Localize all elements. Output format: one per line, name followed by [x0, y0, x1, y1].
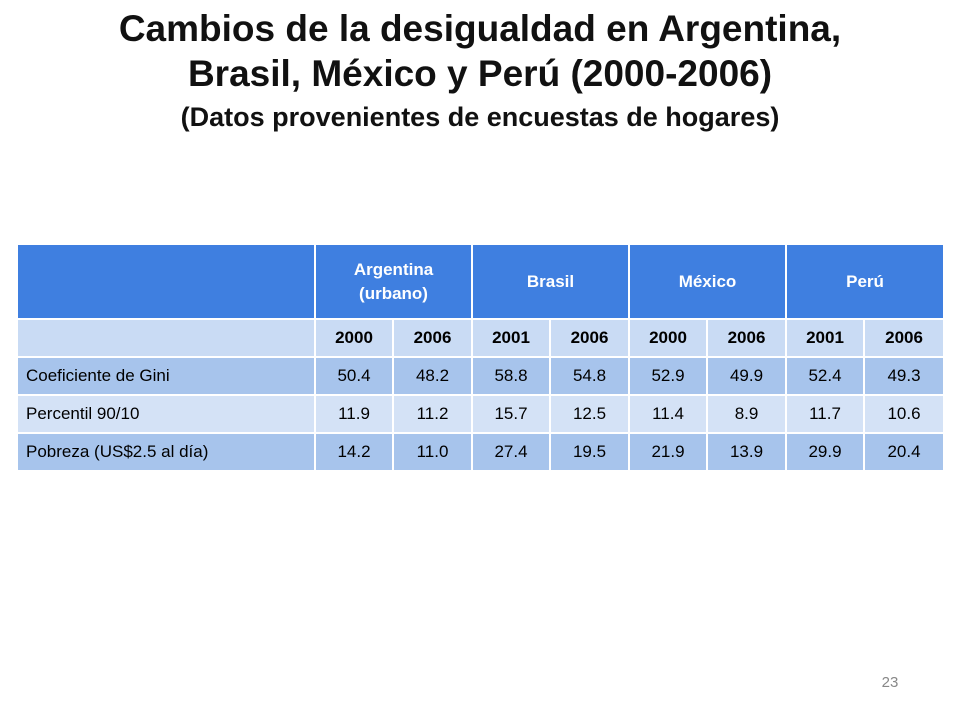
country-header-argentina: Argentina (urbano): [314, 243, 473, 320]
value-cell: 52.4: [785, 356, 866, 396]
header-corner: [16, 243, 316, 320]
country-header-row: Argentina (urbano) Brasil México Perú: [16, 243, 946, 320]
value-cell: 10.6: [863, 394, 946, 434]
year-cell: 2006: [549, 318, 630, 358]
title-line-1: Cambios de la desigualdad en Argentina,: [118, 8, 842, 49]
row-label: Percentil 90/10: [16, 394, 316, 434]
inequality-table: Argentina (urbano) Brasil México Perú 20…: [16, 243, 946, 472]
country-name: México: [678, 271, 737, 291]
country-header-peru: Perú: [785, 243, 946, 320]
year-header-row: 2000 2006 2001 2006 2000 2006 2001 2006: [16, 318, 946, 358]
country-name: Argentina: [353, 259, 434, 279]
title-line-2: Brasil, México y Perú (2000-2006): [187, 53, 773, 94]
page-number: 23: [881, 674, 899, 691]
value-cell: 27.4: [471, 432, 551, 472]
value-cell: 29.9: [785, 432, 866, 472]
year-cell: 2006: [705, 318, 788, 358]
country-note: (urbano): [359, 283, 428, 303]
table-row-gini: Coeficiente de Gini 50.4 48.2 58.8 54.8 …: [16, 356, 946, 396]
value-cell: 21.9: [628, 432, 708, 472]
value-cell: 8.9: [705, 394, 788, 434]
row-label: Pobreza (US$2.5 al día): [16, 432, 316, 472]
value-cell: 11.7: [785, 394, 866, 434]
value-cell: 49.9: [705, 356, 788, 396]
value-cell: 54.8: [549, 356, 630, 396]
year-header-blank: [16, 318, 316, 358]
year-cell: 2001: [471, 318, 551, 358]
value-cell: 11.9: [314, 394, 394, 434]
value-cell: 52.9: [628, 356, 708, 396]
year-cell: 2000: [314, 318, 394, 358]
value-cell: 14.2: [314, 432, 394, 472]
country-header-mexico: México: [627, 243, 788, 320]
slide-subtitle: (Datos provenientes de encuestas de hoga…: [180, 102, 780, 132]
value-cell: 50.4: [314, 356, 394, 396]
value-cell: 49.3: [863, 356, 946, 396]
value-cell: 11.4: [628, 394, 708, 434]
value-cell: 20.4: [863, 432, 946, 472]
value-cell: 12.5: [549, 394, 630, 434]
slide-title: Cambios de la desigualdad en Argentina, …: [0, 6, 960, 137]
row-label: Coeficiente de Gini: [16, 356, 316, 396]
year-cell: 2006: [863, 318, 946, 358]
value-cell: 13.9: [705, 432, 788, 472]
table-row-percentil: Percentil 90/10 11.9 11.2 15.7 12.5 11.4…: [16, 394, 946, 434]
value-cell: 58.8: [471, 356, 551, 396]
year-cell: 2006: [392, 318, 473, 358]
year-cell: 2000: [628, 318, 708, 358]
year-cell: 2001: [785, 318, 866, 358]
value-cell: 19.5: [549, 432, 630, 472]
country-header-brasil: Brasil: [471, 243, 630, 320]
value-cell: 48.2: [392, 356, 473, 396]
country-name: Perú: [846, 271, 884, 291]
value-cell: 15.7: [471, 394, 551, 434]
country-name: Brasil: [526, 271, 575, 291]
value-cell: 11.0: [392, 432, 473, 472]
table-row-pobreza: Pobreza (US$2.5 al día) 14.2 11.0 27.4 1…: [16, 432, 946, 472]
value-cell: 11.2: [392, 394, 473, 434]
